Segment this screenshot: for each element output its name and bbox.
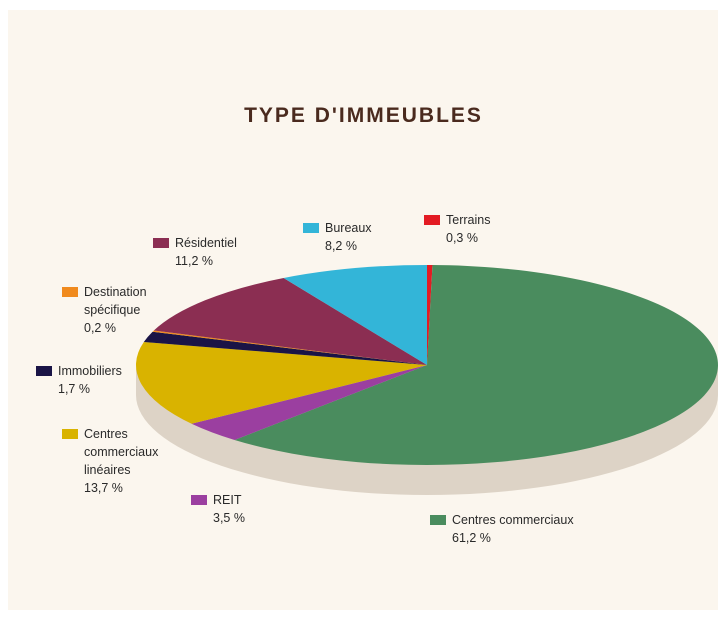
legend-swatch [424,215,440,225]
pie-slice [153,277,428,365]
legend-label: Immobiliers [58,364,122,378]
value-label: 8,2 % [325,239,357,253]
value-label: 13,7 % [84,481,123,495]
legend-label: Centres commerciaux linéaires [84,427,159,477]
legend-label: Terrains [446,213,491,227]
legend-entry: Terrains 0,3 % [424,211,566,247]
legend-swatch [36,366,52,376]
pie-slice [234,265,718,465]
pie-slice [143,331,427,365]
value-label: 11,2 % [175,254,213,268]
legend-swatch [153,238,169,248]
legend-entry: Immobiliers 1,7 % [36,362,158,398]
pie-slice [152,330,427,365]
pie-slice [427,265,433,365]
legend-entry: Destination spécifique 0,2 % [62,283,174,337]
value-label: 61,2 % [452,531,491,545]
legend-label: Destination spécifique [84,285,147,317]
legend-label: Centres commerciaux [452,513,574,527]
legend-swatch [62,287,78,297]
legend-entry: Centres commerciaux linéaires 13,7 % [62,425,164,497]
slices [136,265,718,465]
pie-slice [191,365,427,441]
chart-title: TYPE D'IMMEUBLES [244,104,483,127]
legend-swatch [430,515,446,525]
legend-swatch [303,223,319,233]
legend-entry: Centres commerciaux 61,2 % [430,511,652,547]
legend-entry: Résidentiel 11,2 % [153,234,275,270]
legend-label: Bureaux [325,221,372,235]
legend-swatch [62,429,78,439]
legend-entry: REIT 3,5 % [191,491,313,527]
value-label: 0,3 % [446,231,478,245]
pie-slice [136,341,427,424]
legend-label: Résidentiel [175,236,237,250]
value-label: 3,5 % [213,511,245,525]
legend-swatch [191,495,207,505]
value-label: 0,2 % [84,321,116,335]
value-label: 1,7 % [58,382,90,396]
pie-slice [283,265,427,365]
legend-entry: Bureaux 8,2 % [303,219,425,255]
legend-label: REIT [213,493,242,507]
